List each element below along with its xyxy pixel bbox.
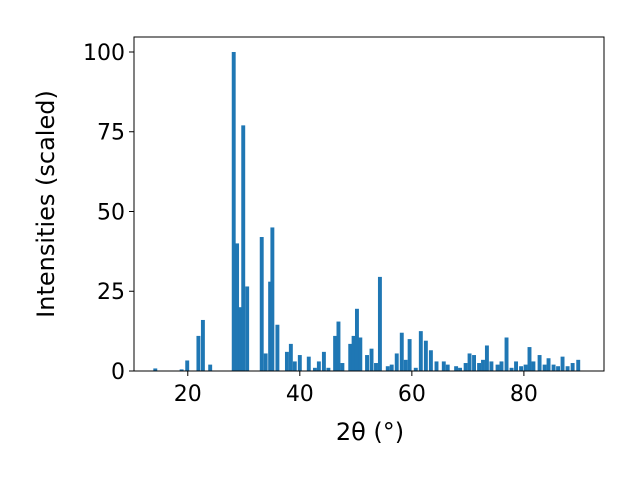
y-tick-label: 50 [97,200,125,225]
bar [423,340,428,371]
bar [348,343,353,371]
bar [499,361,504,371]
bar [385,366,390,371]
y-tick-label: 0 [111,360,125,385]
y-tick-label: 100 [83,41,125,66]
bar [316,361,321,371]
bar [445,364,450,371]
x-tick-label: 60 [398,382,426,407]
bar [484,345,489,371]
bar [519,366,524,371]
bar [235,243,240,371]
bar [527,347,532,371]
bar [354,308,359,371]
bar [153,368,158,371]
bar [441,361,446,371]
plot-frame [133,36,605,372]
bar [454,366,459,371]
bar [458,367,462,371]
bar [270,227,275,371]
bar [377,276,382,371]
bar [472,355,476,371]
bar [365,355,369,371]
bar [208,364,213,371]
x-tick-label: 80 [510,382,538,407]
x-tick-label: 40 [286,382,314,407]
bar [321,351,326,371]
x-axis-label: 2θ (°) [336,418,404,446]
y-tick-label: 25 [97,280,125,305]
bar [389,364,394,371]
bar [514,361,519,371]
bar [284,351,289,371]
bar [413,367,418,371]
bar [428,350,433,371]
bar [241,125,246,371]
bar [268,281,273,371]
bar [231,51,236,371]
bar [576,359,581,371]
bar [312,367,317,371]
bar [477,363,482,371]
bar [407,339,412,371]
bar [565,366,570,371]
bar [292,361,297,371]
bar [351,335,356,371]
x-tick-label: 20 [174,382,202,407]
bar [179,369,184,371]
bar [297,355,302,371]
y-axis-label: Intensities (scaled) [32,90,60,318]
bar [196,335,201,371]
bar [560,356,565,371]
bar [531,361,536,371]
bar [570,363,575,371]
bar [374,363,378,371]
bar [556,366,561,371]
bar [185,360,190,371]
bar [259,237,264,371]
bar [340,363,345,371]
bar [403,359,408,371]
bar [537,355,542,371]
bar [495,364,500,371]
bar [336,321,341,371]
bar [275,324,280,371]
bar [394,353,399,371]
bar [369,348,374,371]
bar [306,356,311,371]
bar [546,358,551,371]
bar [509,367,514,371]
bar [551,364,556,371]
bar [245,286,250,371]
bar [542,364,547,371]
bar [358,337,363,371]
bar [434,361,439,371]
bar [333,335,338,371]
bar [399,332,404,371]
bar [288,343,293,371]
bar [238,307,243,371]
bar [418,331,423,371]
bar [504,337,509,371]
bar [523,364,528,371]
y-tick-label: 75 [97,121,125,146]
bar [263,353,268,371]
bar [326,367,331,371]
bar [481,359,485,371]
bar [467,353,472,371]
bar [489,361,494,371]
bar [200,319,205,371]
bar [463,363,468,371]
